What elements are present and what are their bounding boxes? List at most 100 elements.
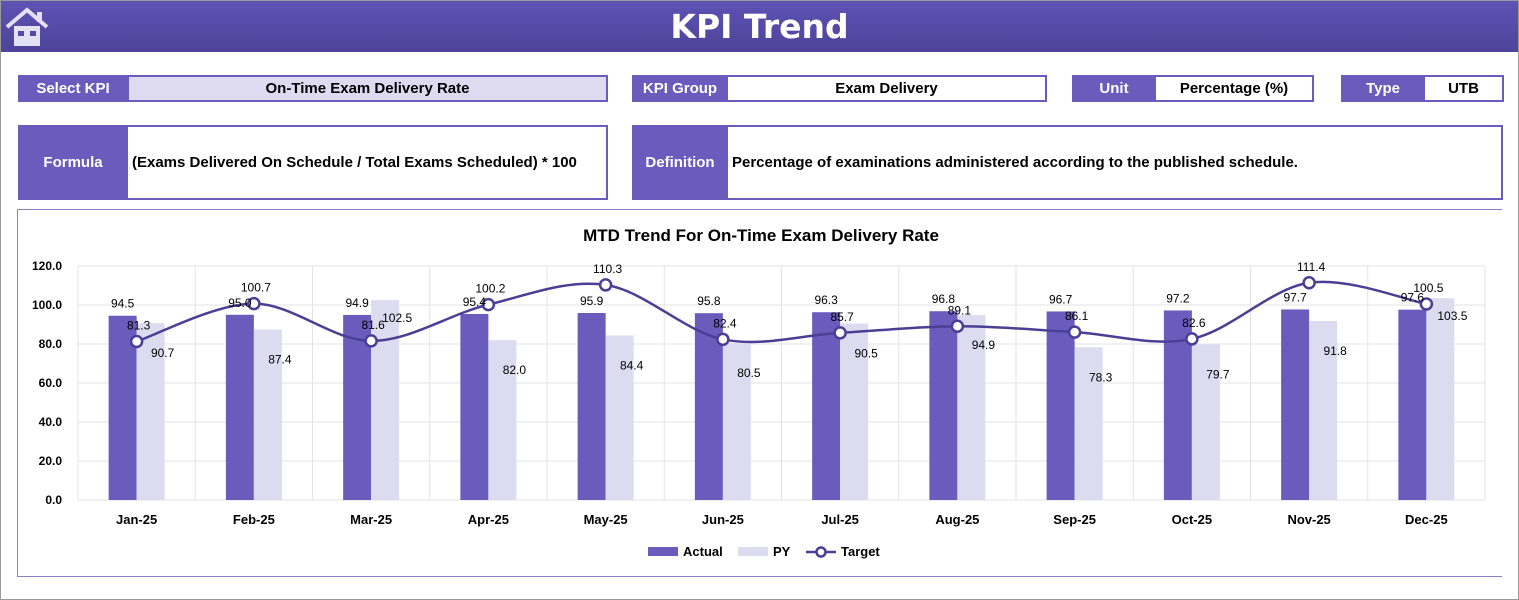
label-py: 82.0	[503, 363, 527, 377]
label-target: 81.6	[361, 318, 385, 332]
bar-py	[253, 329, 282, 500]
bar-py	[1074, 347, 1103, 500]
target-line	[136, 280, 1427, 344]
x-tick-label: Jan-25	[116, 512, 157, 527]
bar-py	[605, 335, 634, 500]
label-actual: 95.9	[580, 294, 604, 308]
target-point	[364, 334, 378, 348]
x-tick-label: Aug-25	[935, 512, 979, 527]
target-point	[950, 319, 965, 334]
label-actual: 97.7	[1283, 290, 1307, 304]
label-py: 103.5	[1437, 309, 1467, 323]
label-target: 100.5	[1413, 281, 1443, 295]
legend: Actual PY Target	[648, 544, 880, 559]
formula-value: (Exams Delivered On Schedule / Total Exa…	[126, 125, 608, 200]
legend-py: PY	[773, 544, 791, 559]
legend-target: Target	[841, 544, 880, 559]
y-tick-label: 60.0	[39, 376, 63, 390]
bar-py	[1309, 320, 1338, 500]
bar-actual	[929, 311, 958, 500]
x-tick-label: Feb-25	[233, 512, 275, 527]
bar-actual	[694, 313, 723, 500]
legend-py-swatch	[738, 547, 768, 556]
bar-py	[840, 323, 869, 500]
label-actual: 96.8	[932, 292, 956, 306]
target-point	[598, 278, 613, 292]
formula-label: Formula	[18, 125, 128, 200]
y-tick-label: 40.0	[39, 415, 63, 429]
label-target: 110.3	[593, 262, 622, 276]
bar-actual	[1398, 309, 1427, 500]
bar-py	[1191, 344, 1220, 500]
label-py: 91.8	[1323, 344, 1347, 358]
bar-actual	[812, 312, 841, 500]
bar-py	[371, 300, 400, 500]
bar-py	[1426, 298, 1455, 500]
x-tick-label: May-25	[584, 512, 628, 527]
legend-target-marker	[815, 546, 827, 558]
label-py: 90.7	[151, 346, 175, 360]
target-point	[1419, 297, 1434, 311]
bar-actual	[1281, 309, 1310, 500]
legend-actual: Actual	[683, 544, 723, 559]
kpi-group-value: Exam Delivery	[726, 75, 1047, 102]
label-actual: 95.0	[228, 296, 252, 310]
label-actual: 95.8	[697, 294, 721, 308]
label-py: 87.4	[268, 353, 292, 367]
label-actual: 94.9	[345, 296, 369, 310]
label-target: 100.7	[241, 281, 271, 295]
label-target: 89.1	[948, 303, 972, 317]
label-py: 84.4	[620, 358, 644, 372]
target-point	[129, 334, 144, 349]
unit-value: Percentage (%)	[1154, 75, 1314, 102]
label-target: 82.6	[1182, 316, 1206, 330]
bar-actual	[577, 312, 606, 500]
definition-label: Definition	[632, 125, 728, 200]
y-tick-label: 100.0	[32, 298, 62, 312]
label-py: 90.5	[854, 347, 878, 361]
page-title: KPI Trend	[670, 7, 849, 46]
target-point	[716, 332, 730, 347]
label-target: 111.4	[1297, 260, 1326, 274]
legend-actual-swatch	[648, 547, 678, 556]
y-tick-label: 20.0	[39, 454, 63, 468]
bar-actual	[460, 313, 489, 500]
home-icon[interactable]	[5, 7, 49, 47]
target-point	[247, 296, 261, 311]
label-py: 102.5	[382, 311, 412, 325]
x-tick-label: Apr-25	[468, 512, 509, 527]
y-tick-label: 120.0	[32, 259, 62, 273]
bar-actual	[1046, 311, 1075, 500]
x-tick-label: Nov-25	[1287, 512, 1330, 527]
label-actual: 96.3	[814, 293, 838, 307]
target-point	[481, 297, 496, 312]
label-py: 94.9	[972, 338, 996, 352]
label-actual: 97.2	[1166, 291, 1190, 305]
type-value: UTB	[1423, 75, 1504, 102]
definition-value: Percentage of examinations administered …	[726, 125, 1503, 200]
target-point	[1067, 325, 1082, 339]
label-actual: 97.6	[1401, 291, 1425, 305]
x-tick-label: Sep-25	[1053, 512, 1096, 527]
label-py: 79.7	[1206, 368, 1230, 382]
bar-py	[488, 340, 517, 500]
target-point	[1185, 332, 1199, 346]
chart-container	[17, 209, 1502, 577]
x-tick-label: Dec-25	[1405, 512, 1448, 527]
bar-actual	[108, 315, 137, 500]
label-py: 80.5	[737, 366, 761, 380]
bar-py	[957, 314, 986, 500]
label-target: 100.2	[475, 282, 505, 296]
label-target: 86.1	[1065, 309, 1089, 323]
bar-actual	[343, 314, 372, 500]
type-label: Type	[1341, 75, 1425, 102]
x-tick-label: Mar-25	[350, 512, 392, 527]
unit-label: Unit	[1072, 75, 1156, 102]
select-kpi-label: Select KPI	[18, 75, 128, 102]
select-kpi-dropdown[interactable]: On-Time Exam Delivery Rate	[127, 75, 608, 102]
label-target: 81.3	[127, 318, 151, 332]
x-tick-label: Oct-25	[1172, 512, 1212, 527]
y-tick-label: 80.0	[39, 337, 63, 351]
chart-title: MTD Trend For On-Time Exam Delivery Rate	[583, 226, 939, 245]
